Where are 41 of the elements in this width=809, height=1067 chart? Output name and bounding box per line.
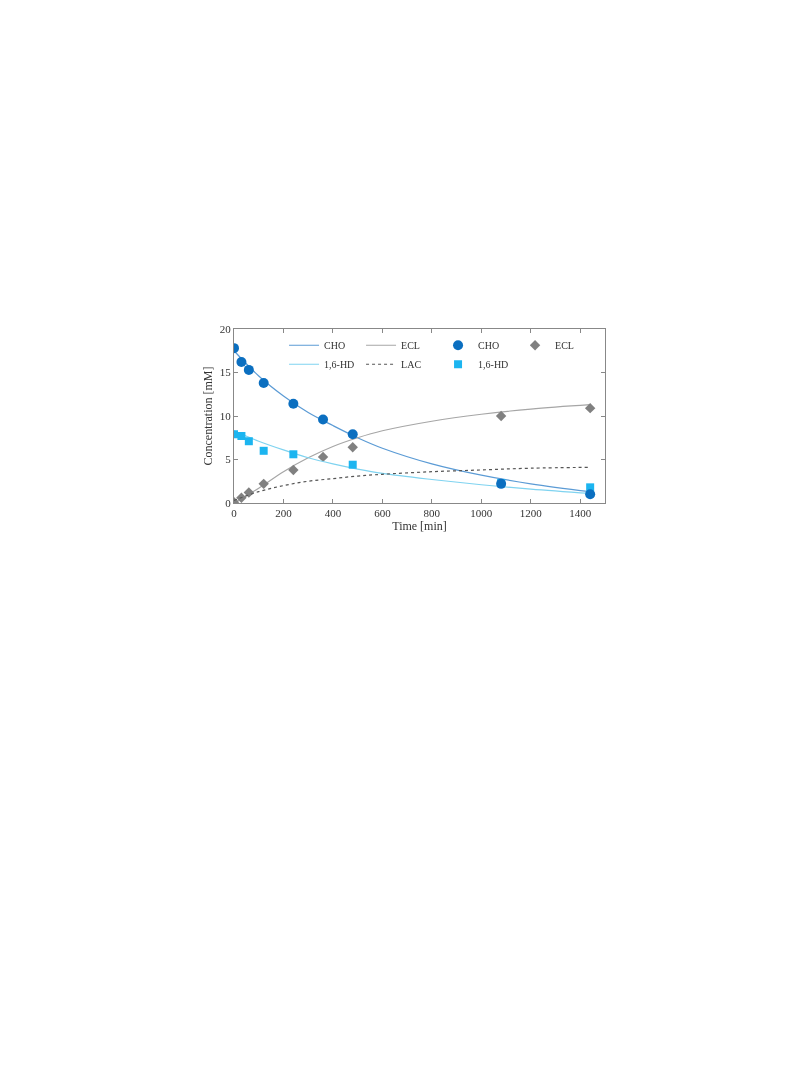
line-series (234, 466, 591, 501)
point (348, 460, 357, 469)
y-tick-label: 15 (219, 366, 232, 379)
point (289, 450, 298, 459)
point (244, 437, 253, 446)
point (258, 377, 269, 388)
legend-label: ECL (555, 340, 574, 352)
legend-label: 1,6-HD (324, 359, 355, 371)
y-tick-label: 0 (225, 496, 232, 509)
x-tick-label: 400 (324, 507, 342, 520)
point (584, 402, 596, 414)
point (236, 492, 247, 503)
point (585, 489, 596, 500)
point (347, 429, 358, 440)
point (495, 410, 507, 422)
point (317, 451, 329, 463)
legend-label: LAC (401, 359, 422, 371)
y-tick-label: 5 (225, 453, 232, 466)
point (318, 414, 329, 425)
x-axis-title: Time [min] (392, 519, 447, 534)
legend-label: ECL (401, 340, 420, 352)
x-tick-label: 600 (374, 507, 392, 520)
y-axis-title: Concentration [mM] (201, 366, 216, 466)
x-tick-label: 1400 (569, 507, 592, 520)
point (259, 446, 268, 455)
point (243, 364, 254, 375)
point (237, 432, 246, 441)
legend-label: CHO (478, 340, 500, 352)
x-tick-label: 800 (423, 507, 441, 520)
point (347, 442, 358, 453)
x-tick-label: 1000 (470, 507, 493, 520)
y-tick-label: 20 (219, 322, 232, 335)
point (258, 478, 269, 490)
x-tick-label: 200 (275, 507, 293, 520)
point (236, 357, 247, 368)
legend-label: CHO (324, 340, 346, 352)
point (288, 464, 299, 476)
point (288, 398, 299, 409)
legend-label: 1,6-HD (478, 359, 509, 371)
x-tick-label: 1200 (519, 507, 543, 520)
y-tick-label: 10 (219, 409, 232, 422)
